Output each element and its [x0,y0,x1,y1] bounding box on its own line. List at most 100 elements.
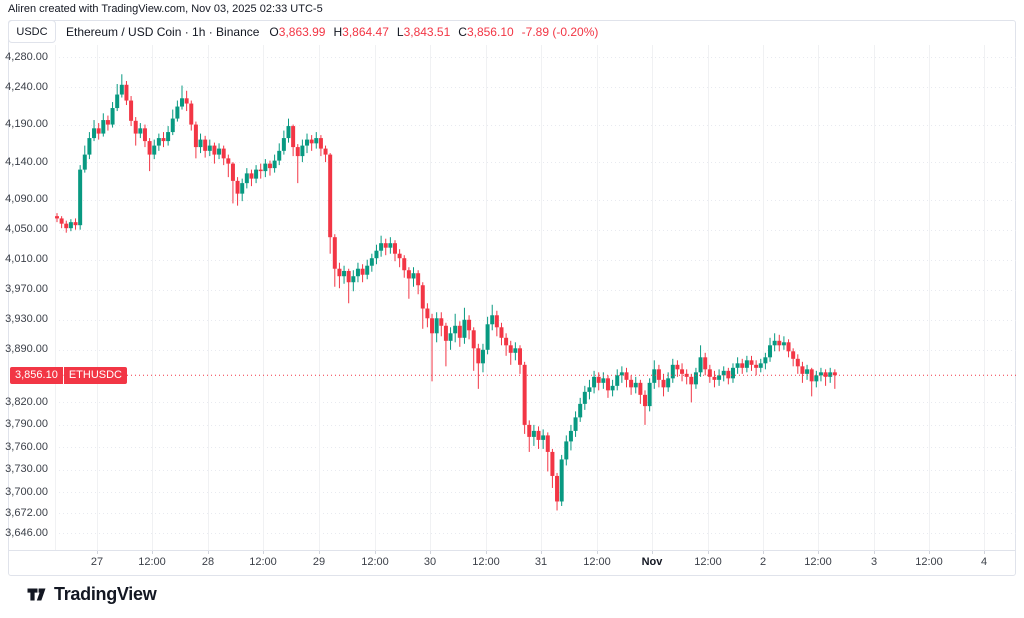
candle[interactable] [740,363,745,368]
candle[interactable] [513,348,518,353]
candle[interactable] [82,154,87,170]
candle[interactable] [721,370,726,376]
candle[interactable] [156,138,161,146]
candle[interactable] [703,357,708,370]
candle[interactable] [629,379,634,388]
candle[interactable] [184,98,189,104]
candle[interactable] [115,94,120,109]
candle[interactable] [550,451,555,476]
candle[interactable] [198,139,203,148]
candle[interactable] [638,382,643,395]
candle[interactable] [189,103,194,125]
candle[interactable] [323,148,328,155]
candle[interactable] [494,315,499,328]
candle[interactable] [267,163,272,169]
candle[interactable] [258,169,263,172]
candle[interactable] [633,382,638,388]
tradingview-logo[interactable]: TradingView [26,584,157,605]
candle[interactable] [439,318,444,326]
candle[interactable] [300,145,305,157]
candle[interactable] [615,375,620,386]
symbol-legend[interactable]: Ethereum / USD Coin · 1h · Binance O3,86… [66,24,598,40]
candle[interactable] [286,126,291,139]
candle[interactable] [735,363,740,368]
candle[interactable] [610,385,615,391]
candle[interactable] [471,330,476,349]
candle[interactable] [59,218,64,224]
candle[interactable] [55,216,59,219]
quote-currency-badge[interactable]: USDC [8,20,56,43]
candle[interactable] [249,173,254,179]
candle[interactable] [555,475,560,502]
candle[interactable] [369,258,374,266]
candle[interactable] [207,145,212,151]
candle[interactable] [605,378,610,391]
candle[interactable] [596,376,601,383]
candle[interactable] [147,141,152,155]
candle[interactable] [601,378,606,383]
candle[interactable] [805,369,810,374]
candle[interactable] [744,360,749,368]
candle[interactable] [480,349,485,364]
candle[interactable] [828,372,833,377]
candle[interactable] [592,376,597,388]
candle[interactable] [342,270,347,277]
candle[interactable] [374,250,379,259]
candle[interactable] [221,148,226,159]
candle[interactable] [365,265,370,275]
candle[interactable] [230,163,235,181]
candle[interactable] [573,417,578,431]
candle[interactable] [244,173,249,184]
candle[interactable] [64,223,69,229]
candle[interactable] [490,315,495,325]
candle[interactable] [175,106,180,119]
candle[interactable] [254,169,259,179]
symbol-title[interactable]: Ethereum / USD Coin · 1h · Binance [66,25,260,39]
candle[interactable] [383,243,388,248]
candle[interactable] [318,138,323,149]
candle[interactable] [328,154,333,238]
candle[interactable] [351,276,356,283]
candle[interactable] [416,273,421,286]
candle[interactable] [170,118,175,133]
candle[interactable] [791,351,796,359]
candle[interactable] [712,376,717,380]
candle[interactable] [689,376,694,385]
candle[interactable] [786,342,791,352]
candle[interactable] [818,372,823,376]
candle[interactable] [443,325,448,341]
candle[interactable] [453,325,458,334]
candle[interactable] [462,319,467,338]
candle[interactable] [281,138,286,151]
candle[interactable] [587,387,592,392]
candle[interactable] [832,372,837,376]
candle[interactable] [78,169,83,226]
candle[interactable] [578,403,583,418]
candle[interactable] [536,430,541,440]
candle[interactable] [675,364,680,370]
candle[interactable] [476,348,481,364]
candle[interactable] [392,243,397,254]
candle[interactable] [749,360,754,365]
candle[interactable] [531,430,536,437]
candle[interactable] [346,270,351,283]
candle[interactable] [730,367,735,379]
candle[interactable] [726,370,731,379]
candle[interactable] [142,128,147,142]
candle[interactable] [541,435,546,440]
candle[interactable] [212,145,217,155]
candle[interactable] [823,372,828,377]
candle[interactable] [763,357,768,364]
candle[interactable] [717,375,722,380]
candle[interactable] [291,126,296,148]
candle[interactable] [152,145,157,155]
candle[interactable] [698,357,703,373]
candle[interactable] [68,222,73,229]
candle[interactable] [568,430,573,442]
candle[interactable] [647,382,652,407]
candle[interactable] [448,333,453,341]
candle[interactable] [272,160,277,169]
candle[interactable] [166,132,171,142]
